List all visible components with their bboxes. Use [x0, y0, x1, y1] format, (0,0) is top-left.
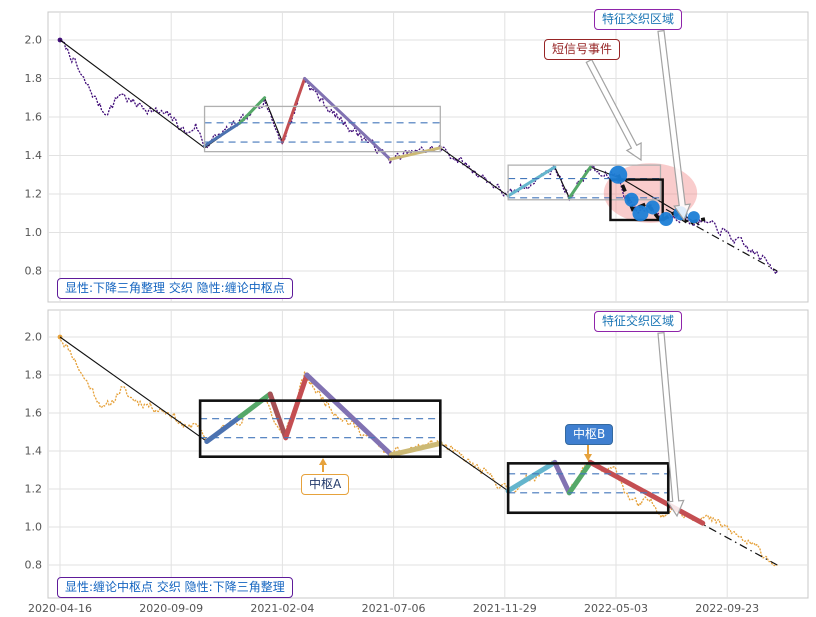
y-tick-label: 1.2: [25, 188, 43, 201]
signal-event-point: [659, 212, 674, 227]
stroke-segment: [303, 77, 392, 161]
y-tick-label: 2.0: [25, 331, 43, 344]
stroke-segment: [506, 165, 557, 198]
panel-bottom: 0.8 1.0 1.2 1.4 1.6 1.8 2.0 2020-04-16 2020-09-0…: [25, 309, 809, 615]
panel-frame: [47, 309, 809, 599]
stroke-segment: [505, 459, 558, 494]
y-tick-label: 1.0: [25, 226, 43, 239]
x-tick-label: 2021-02-04: [250, 602, 314, 615]
signal-event-point: [624, 192, 639, 207]
y-tick-label: 1.4: [25, 149, 43, 162]
x-tick-label: 2020-09-09: [139, 602, 203, 615]
stroke-segment: [388, 440, 443, 458]
y-tick-label: 0.8: [25, 265, 43, 278]
y-tick-label: 1.6: [25, 111, 43, 124]
stroke-segment: [237, 391, 273, 420]
stroke-segment: [280, 77, 307, 144]
annotation-arrow: [657, 332, 685, 518]
trend-projection-line: [693, 518, 778, 566]
y-tick-label: 2.0: [25, 34, 43, 47]
annotation-short-signal: 短信号事件: [544, 39, 621, 60]
signal-event-point: [687, 211, 700, 224]
pivot-box: [507, 164, 662, 201]
label-arrow-head: [319, 458, 327, 465]
y-tick-label: 1.8: [25, 369, 43, 382]
stroke-segment: [552, 459, 572, 496]
annotation-pivot-b: 中枢B: [565, 424, 614, 445]
highlight-ellipse: [603, 163, 698, 223]
y-tick-label: 1.6: [25, 407, 43, 420]
signal-event-point: [609, 165, 628, 184]
signal-event-point: [632, 205, 649, 222]
x-tick-label: 2021-11-29: [473, 602, 537, 615]
caption-bottom-panel: 显性:缠论中枢点 交织 隐性:下降三角整理: [57, 577, 293, 598]
panel-frame: [47, 11, 809, 303]
caption-top-panel: 显性:下降三角整理 交织 隐性:缠论中枢点: [57, 278, 293, 299]
x-tick-label: 2022-05-03: [584, 602, 648, 615]
x-tick-label: 2021-07-06: [362, 602, 426, 615]
stroke-segment: [283, 372, 310, 441]
y-tick-label: 0.8: [25, 559, 43, 572]
annotation-feature-zone-bottom: 特征交织区域: [594, 311, 683, 332]
stroke-segment: [304, 372, 394, 458]
pivot-box: [198, 399, 442, 458]
signal-zigzag: [616, 174, 706, 225]
y-tick-label: 1.4: [25, 445, 43, 458]
pivot-box: [506, 462, 670, 515]
label-arrow-head: [584, 454, 592, 461]
stroke-segment: [388, 146, 442, 161]
annotation-arrow: [585, 58, 642, 162]
annotation-arrow: [657, 29, 692, 222]
y-tick-label: 1.0: [25, 521, 43, 534]
x-tick-label: 2020-04-16: [28, 602, 92, 615]
x-tick-label: 2022-09-23: [695, 602, 759, 615]
signal-event-point: [645, 200, 660, 215]
y-tick-label: 1.8: [25, 72, 43, 85]
stroke-segment: [566, 459, 593, 496]
stroke-segment: [238, 96, 267, 125]
pivot-box: [203, 105, 441, 153]
annotation-feature-zone-top: 特征交织区域: [594, 9, 683, 30]
panel-top: 0.8 1.0 1.2 1.4 1.6 1.8 2.0: [25, 11, 809, 303]
stroke-segment: [567, 165, 592, 200]
y-tick-label: 1.2: [25, 483, 43, 496]
annotation-pivot-a: 中枢A: [301, 474, 350, 495]
